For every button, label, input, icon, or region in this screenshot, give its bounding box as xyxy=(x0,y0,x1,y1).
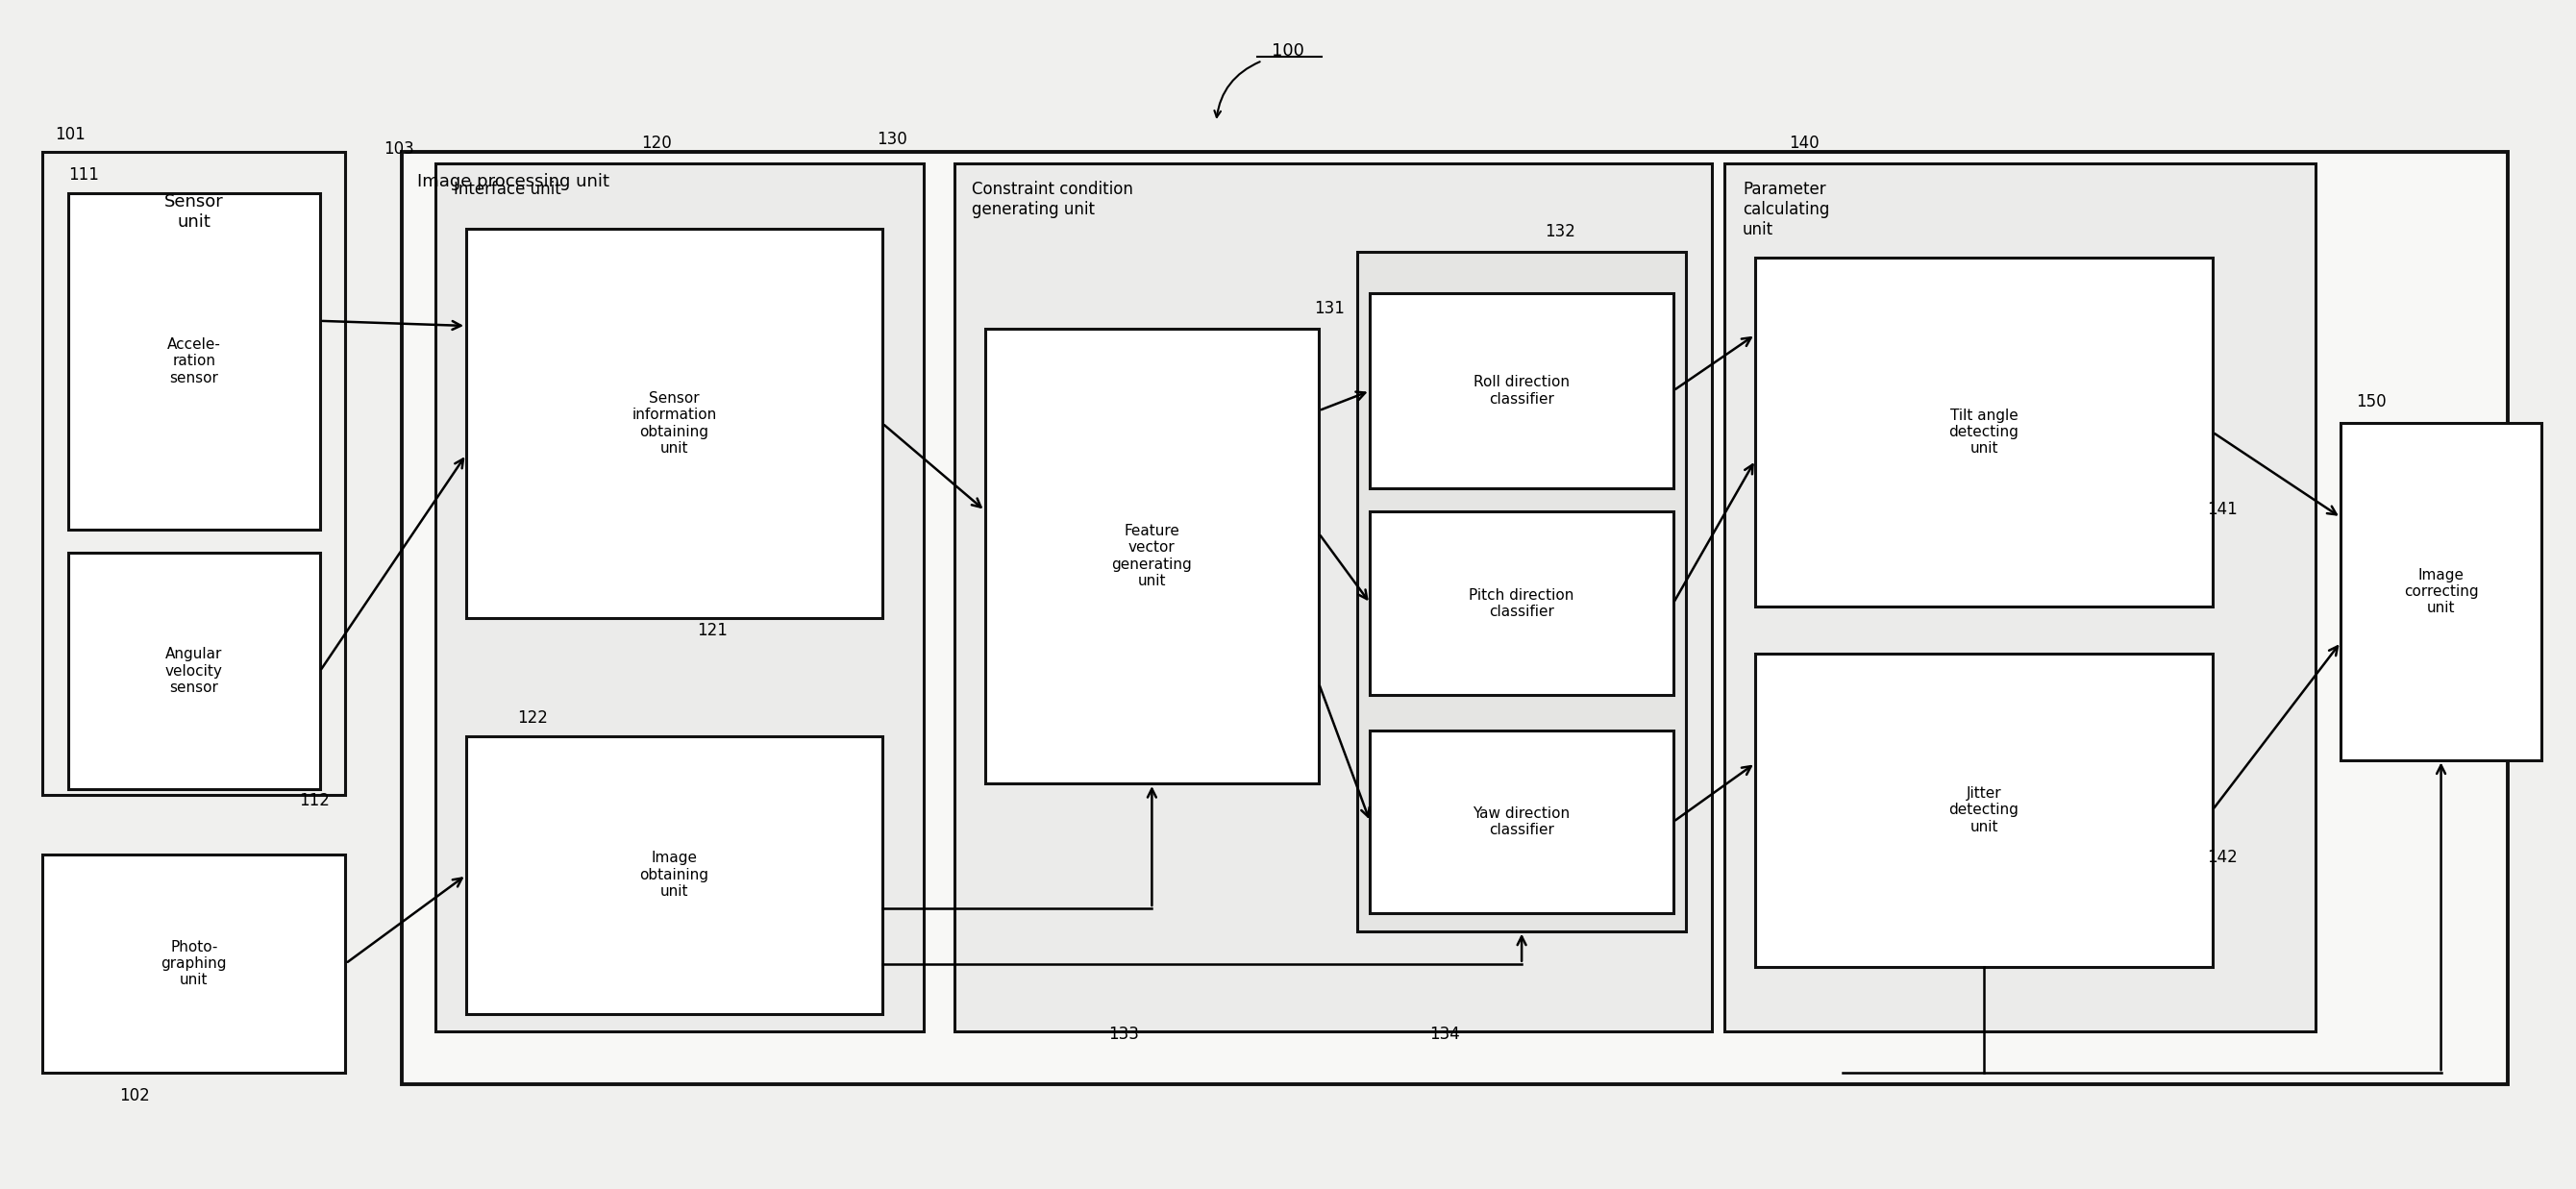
Text: 112: 112 xyxy=(299,792,330,810)
Bar xyxy=(1370,294,1674,489)
Text: Tilt angle
detecting
unit: Tilt angle detecting unit xyxy=(1950,408,2020,457)
Bar xyxy=(984,329,1319,784)
Text: Pitch direction
classifier: Pitch direction classifier xyxy=(1468,587,1574,619)
Bar xyxy=(1723,163,2316,1032)
Bar xyxy=(67,553,319,789)
Bar xyxy=(466,736,881,1014)
Text: Image
obtaining
unit: Image obtaining unit xyxy=(639,851,708,899)
Text: 131: 131 xyxy=(1314,300,1345,317)
Bar xyxy=(1754,654,2213,967)
Text: 102: 102 xyxy=(118,1088,149,1105)
Text: Image processing unit: Image processing unit xyxy=(417,172,611,190)
Text: Image
correcting
unit: Image correcting unit xyxy=(2403,567,2478,616)
Text: Roll direction
classifier: Roll direction classifier xyxy=(1473,376,1569,407)
Text: Constraint condition
generating unit: Constraint condition generating unit xyxy=(971,181,1133,219)
Text: Sensor
information
obtaining
unit: Sensor information obtaining unit xyxy=(631,391,716,455)
Bar xyxy=(44,152,345,795)
Text: 134: 134 xyxy=(1430,1026,1461,1043)
Text: Parameter
calculating
unit: Parameter calculating unit xyxy=(1741,181,1829,239)
Bar xyxy=(466,228,881,618)
Text: Interface unit: Interface unit xyxy=(453,181,562,199)
Text: 121: 121 xyxy=(698,622,729,640)
Text: 100: 100 xyxy=(1273,43,1303,59)
Bar xyxy=(402,152,2509,1084)
Text: 103: 103 xyxy=(384,140,415,157)
Bar xyxy=(1370,511,1674,694)
Text: 140: 140 xyxy=(1788,134,1819,152)
Bar xyxy=(1358,252,1687,931)
Text: Sensor
unit: Sensor unit xyxy=(165,193,224,231)
Text: 120: 120 xyxy=(641,134,672,152)
Bar xyxy=(1754,258,2213,606)
Text: 101: 101 xyxy=(54,126,85,144)
Text: Photo-
graphing
unit: Photo- graphing unit xyxy=(162,939,227,988)
Text: Yaw direction
classifier: Yaw direction classifier xyxy=(1473,806,1571,837)
Text: 142: 142 xyxy=(2208,849,2239,866)
Bar xyxy=(67,193,319,529)
Text: 133: 133 xyxy=(1108,1026,1139,1043)
Bar xyxy=(1370,730,1674,913)
Text: 130: 130 xyxy=(876,131,907,149)
Text: 132: 132 xyxy=(1546,222,1577,240)
Text: Angular
velocity
sensor: Angular velocity sensor xyxy=(165,647,222,696)
Bar xyxy=(2342,423,2540,760)
Text: 150: 150 xyxy=(2357,392,2388,410)
Text: 141: 141 xyxy=(2208,501,2239,517)
Text: 111: 111 xyxy=(67,166,98,183)
Bar xyxy=(953,163,1710,1032)
Bar xyxy=(435,163,922,1032)
Text: Feature
vector
generating
unit: Feature vector generating unit xyxy=(1113,524,1193,589)
Text: Accele-
ration
sensor: Accele- ration sensor xyxy=(167,338,222,385)
Text: Jitter
detecting
unit: Jitter detecting unit xyxy=(1950,786,2020,833)
Text: 122: 122 xyxy=(518,710,549,726)
Bar xyxy=(44,855,345,1072)
